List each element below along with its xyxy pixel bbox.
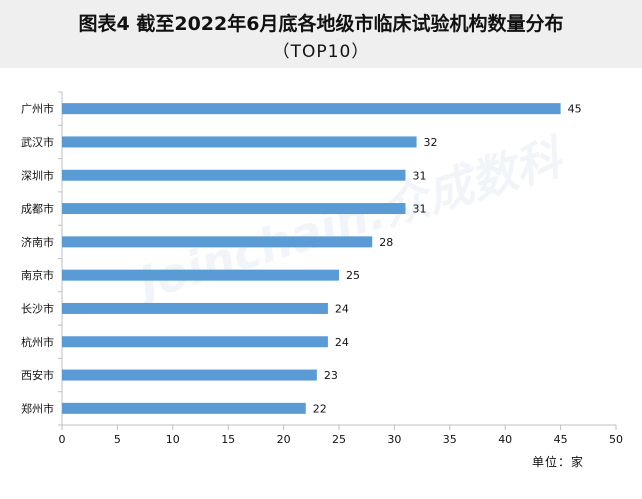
- unit-note: 单位：家: [532, 455, 585, 469]
- title-band: 图表4 截至2022年6月底各地级市临床试验机构数量分布 （TOP10）: [0, 0, 642, 68]
- data-label: 32: [424, 136, 438, 149]
- x-tick-label: 0: [59, 433, 66, 446]
- category-label: 深圳市: [21, 168, 54, 182]
- data-label: 45: [568, 103, 582, 116]
- x-tick-label: 15: [221, 433, 235, 446]
- x-tick-label: 25: [332, 433, 346, 446]
- x-tick-label: 20: [277, 433, 291, 446]
- data-label: 28: [379, 236, 393, 249]
- bar: [62, 336, 328, 348]
- bar: [62, 203, 406, 215]
- x-tick-label: 50: [609, 433, 623, 446]
- category-label: 广州市: [21, 102, 54, 116]
- x-tick-label: 10: [166, 433, 180, 446]
- category-label: 杭州市: [21, 335, 54, 349]
- bar: [62, 269, 339, 281]
- data-label: 24: [335, 336, 349, 349]
- bar: [62, 236, 373, 248]
- x-tick-label: 35: [443, 433, 457, 446]
- category-label: 长沙市: [21, 301, 54, 315]
- chart-title: 图表4 截至2022年6月底各地级市临床试验机构数量分布: [78, 13, 564, 35]
- x-tick-label: 30: [387, 433, 401, 446]
- x-tick-label: 40: [498, 433, 512, 446]
- bar: [62, 402, 306, 414]
- bar: [62, 103, 561, 115]
- chart-subtitle: （TOP10）: [272, 42, 370, 62]
- data-label: 23: [324, 369, 338, 382]
- data-label: 24: [335, 302, 349, 315]
- category-label: 济南市: [21, 235, 54, 249]
- bar: [62, 369, 317, 381]
- category-label: 郑州市: [21, 401, 54, 415]
- data-label: 22: [313, 402, 327, 415]
- category-label: 成都市: [21, 202, 54, 216]
- x-tick-label: 45: [554, 433, 568, 446]
- x-tick-label: 5: [114, 433, 121, 446]
- data-label: 31: [412, 203, 426, 216]
- category-label: 南京市: [21, 268, 54, 282]
- data-label: 25: [346, 269, 360, 282]
- category-label: 西安市: [21, 368, 54, 382]
- bar: [62, 136, 417, 148]
- bar: [62, 302, 328, 314]
- bar: [62, 169, 406, 181]
- category-label: 武汉市: [21, 135, 54, 149]
- data-label: 31: [412, 169, 426, 182]
